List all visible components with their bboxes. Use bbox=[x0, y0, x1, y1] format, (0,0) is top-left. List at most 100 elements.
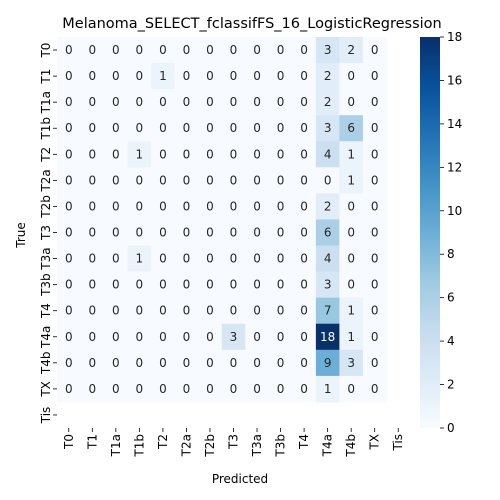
cell-value-label: 0 bbox=[206, 95, 214, 109]
heatmap-cell bbox=[57, 37, 82, 64]
heatmap-cell bbox=[245, 245, 270, 273]
heatmap-cell bbox=[104, 245, 129, 273]
cell-value-label: 0 bbox=[371, 173, 379, 187]
cell-value-label: 0 bbox=[88, 330, 96, 344]
heatmap-cell bbox=[221, 193, 246, 220]
cell-value-label: 0 bbox=[230, 69, 238, 83]
cell-value-label: 0 bbox=[112, 304, 120, 318]
cell-value-label: 1 bbox=[136, 147, 144, 161]
heatmap-cell bbox=[174, 37, 199, 64]
heatmap-cell bbox=[151, 271, 176, 299]
cell-value-label: 0 bbox=[230, 226, 238, 240]
heatmap-cell bbox=[80, 297, 105, 325]
heatmap-cell bbox=[268, 219, 293, 247]
cell-value-label: 0 bbox=[277, 69, 285, 83]
cell-value-label: 0 bbox=[206, 382, 214, 396]
heatmap-cell bbox=[245, 219, 270, 247]
cell-value-label: 1 bbox=[347, 330, 355, 344]
colorbar-tick-label: 8 bbox=[447, 247, 455, 261]
cell-value-label: 0 bbox=[159, 95, 167, 109]
cell-value-label: 0 bbox=[230, 304, 238, 318]
heatmap-cell bbox=[198, 115, 223, 142]
heatmap-cell bbox=[57, 323, 82, 351]
heatmap-cell bbox=[362, 323, 387, 351]
heatmap-cell bbox=[339, 297, 364, 325]
cell-value-label: 0 bbox=[347, 252, 355, 266]
cell-value-label: 0 bbox=[88, 199, 96, 213]
heatmap-cell bbox=[127, 89, 152, 116]
cell-value-label: 0 bbox=[159, 147, 167, 161]
cell-value-label: 0 bbox=[277, 330, 285, 344]
heatmap-cell bbox=[221, 89, 246, 116]
x-tick-label: T1 bbox=[85, 434, 99, 450]
heatmap-cell bbox=[174, 271, 199, 299]
heatmap-cell bbox=[151, 193, 176, 220]
cell-value-label: 0 bbox=[277, 304, 285, 318]
heatmap-cell bbox=[292, 219, 317, 247]
heatmap-cell bbox=[80, 63, 105, 90]
heatmap-cell bbox=[127, 167, 152, 194]
cell-value-label: 0 bbox=[183, 147, 191, 161]
cell-value-label: 0 bbox=[253, 356, 261, 370]
cell-value-label: 0 bbox=[183, 173, 191, 187]
heatmap-cell bbox=[104, 323, 129, 351]
heatmap-cell bbox=[80, 167, 105, 194]
heatmap-cell bbox=[151, 297, 176, 325]
y-tick-label: T2 bbox=[39, 147, 53, 163]
heatmap-cell bbox=[104, 375, 129, 403]
cell-value-label: 0 bbox=[206, 43, 214, 57]
heatmap-cell bbox=[268, 297, 293, 325]
heatmap-cell bbox=[292, 349, 317, 377]
cell-value-label: 0 bbox=[88, 43, 96, 57]
heatmap-cell bbox=[315, 323, 340, 351]
heatmap-cell bbox=[362, 219, 387, 247]
y-tick-label: T1 bbox=[39, 69, 53, 85]
x-tick-label: T4a bbox=[321, 434, 335, 457]
heatmap-cell bbox=[104, 271, 129, 299]
heatmap-cell bbox=[174, 141, 199, 168]
heatmap-cell bbox=[57, 297, 82, 325]
cell-value-label: 0 bbox=[300, 147, 308, 161]
cell-value-label: 0 bbox=[230, 173, 238, 187]
cell-value-label: 0 bbox=[300, 69, 308, 83]
heatmap-cell bbox=[104, 349, 129, 377]
heatmap-cell bbox=[315, 141, 340, 168]
cell-value-label: 0 bbox=[112, 199, 120, 213]
cell-value-label: 0 bbox=[183, 330, 191, 344]
cell-value-label: 1 bbox=[136, 252, 144, 266]
heatmap-cell bbox=[221, 37, 246, 64]
heatmap-cell bbox=[198, 375, 223, 403]
heatmap-cell bbox=[292, 63, 317, 90]
cell-value-label: 0 bbox=[371, 121, 379, 135]
cell-value-label: 0 bbox=[159, 356, 167, 370]
colorbar-ticks: 0 2 4 6 8 10 12 14 16 18 bbox=[440, 30, 462, 435]
heatmap-cell bbox=[339, 141, 364, 168]
cell-value-label: 3 bbox=[347, 356, 355, 370]
cell-value-label: 0 bbox=[65, 252, 73, 266]
cell-value-label: 0 bbox=[183, 382, 191, 396]
cell-value-label: 0 bbox=[183, 69, 191, 83]
cell-value-label: 0 bbox=[136, 173, 144, 187]
heatmap-cell bbox=[362, 89, 387, 116]
heatmap-cell bbox=[339, 219, 364, 247]
y-tick-label: T1a bbox=[39, 91, 53, 114]
cell-value-label: 0 bbox=[183, 356, 191, 370]
cell-value-label: 2 bbox=[324, 69, 332, 83]
colorbar-tick-label: 18 bbox=[447, 30, 462, 44]
cell-value-label: 0 bbox=[253, 304, 261, 318]
cell-value-label: 0 bbox=[112, 330, 120, 344]
colorbar-tick-label: 12 bbox=[447, 160, 462, 174]
heatmap-cell bbox=[57, 349, 82, 377]
cell-value-label: 0 bbox=[206, 121, 214, 135]
colorbar-tick-label: 2 bbox=[447, 378, 455, 392]
cell-value-label: 0 bbox=[88, 252, 96, 266]
cell-value-label: 0 bbox=[277, 252, 285, 266]
cell-value-label: 0 bbox=[112, 382, 120, 396]
heatmap-cell bbox=[268, 115, 293, 142]
y-tick-label: T2a bbox=[39, 169, 53, 192]
heatmap-cell bbox=[104, 193, 129, 220]
x-tick-label: T2 bbox=[156, 434, 170, 450]
heatmap-cell bbox=[221, 297, 246, 325]
cell-value-label: 0 bbox=[183, 278, 191, 292]
heatmap-cell bbox=[127, 37, 152, 64]
